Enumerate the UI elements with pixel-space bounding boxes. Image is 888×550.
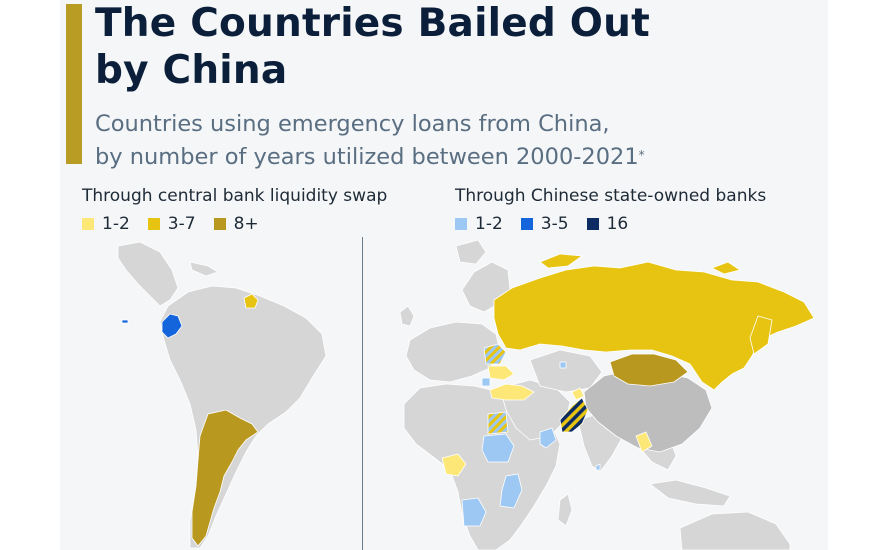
indonesia-land — [649, 479, 731, 507]
legend-swap-label: 3-7 — [167, 214, 196, 234]
country-egypt — [487, 411, 509, 435]
americas-map — [117, 241, 327, 549]
country-nigeria — [441, 453, 467, 477]
legend-banks-item: 16 — [586, 214, 629, 234]
legend-banks-label: 1-2 — [475, 214, 503, 234]
country-kazakhstan-region — [571, 387, 585, 401]
country-angola — [461, 497, 487, 527]
country-serbia-region — [481, 377, 491, 387]
south-america-land — [159, 285, 327, 549]
north-america-land — [117, 241, 179, 307]
legend-banks-items: 1-2 3-5 16 — [455, 214, 766, 234]
country-kenya-tanzania — [499, 473, 523, 509]
country-ecuador — [161, 313, 183, 339]
legend-banks-item: 1-2 — [455, 214, 503, 234]
legend-swap-title: Through central bank liquidity swap — [82, 186, 388, 206]
map-divider — [362, 237, 363, 550]
country-argentina — [191, 409, 259, 547]
legend-swap-label: 1-2 — [102, 214, 130, 234]
legend-swap-label: 8+ — [233, 214, 259, 234]
accent-bar — [66, 4, 82, 164]
page-title: The Countries Bailed Out by China — [95, 0, 650, 94]
legend-swap-item: 8+ — [213, 214, 259, 234]
title-line-2: by China — [95, 48, 288, 93]
legend-swatch — [455, 218, 467, 230]
australia-land — [679, 511, 791, 550]
country-mongolia — [609, 353, 689, 387]
country-suriname — [243, 293, 259, 309]
legend-swatch — [213, 218, 226, 230]
greenland-land — [455, 239, 487, 265]
legend-swatch — [82, 218, 94, 230]
russia-kamchatka — [749, 315, 773, 355]
russia-north-island-1 — [539, 253, 583, 269]
subtitle-line-2-text: by number of years utilized between 2000… — [95, 144, 639, 170]
madagascar-land — [557, 493, 573, 527]
russia-north-island-2 — [711, 261, 741, 275]
subtitle: Countries using emergency loans from Chi… — [95, 108, 645, 174]
country-ukraine — [483, 343, 507, 365]
country-arctic-island — [559, 361, 567, 369]
country-turkey — [489, 383, 535, 401]
subtitle-line-2: by number of years utilized between 2000… — [95, 141, 645, 174]
legend-banks: Through Chinese state-owned banks 1-2 3-… — [455, 186, 766, 234]
caribbean-land — [189, 261, 219, 277]
footnote-marker: * — [638, 148, 645, 162]
country-sudan — [481, 433, 515, 463]
legend-swap-item: 1-2 — [82, 214, 130, 234]
legend-swatch — [520, 218, 533, 230]
legend-banks-label: 3-5 — [540, 214, 569, 234]
country-laos-region — [635, 431, 653, 453]
title-line-1: The Countries Bailed Out — [95, 1, 650, 46]
legend-banks-label: 16 — [606, 214, 629, 234]
country-belarus-region — [487, 365, 515, 381]
uk-land — [399, 305, 415, 327]
country-ethiopia-region — [539, 427, 557, 449]
country-russia — [493, 261, 815, 391]
legend-swatch — [147, 218, 160, 230]
eurasia-africa-map — [399, 239, 815, 550]
country-sri-lanka-region — [595, 463, 601, 471]
central-asia-land — [529, 349, 603, 393]
legend-swap: Through central bank liquidity swap 1-2 … — [82, 186, 387, 234]
subtitle-line-1: Countries using emergency loans from Chi… — [95, 111, 610, 137]
legend-banks-item: 3-5 — [520, 214, 569, 234]
legend-banks-title: Through Chinese state-owned banks — [455, 186, 767, 206]
country-pakistan — [559, 397, 589, 433]
legend-swap-item: 3-7 — [147, 214, 196, 234]
galapagos-islands — [121, 319, 129, 324]
legend-swap-items: 1-2 3-7 8+ — [82, 214, 387, 234]
legend-swatch — [586, 218, 599, 230]
